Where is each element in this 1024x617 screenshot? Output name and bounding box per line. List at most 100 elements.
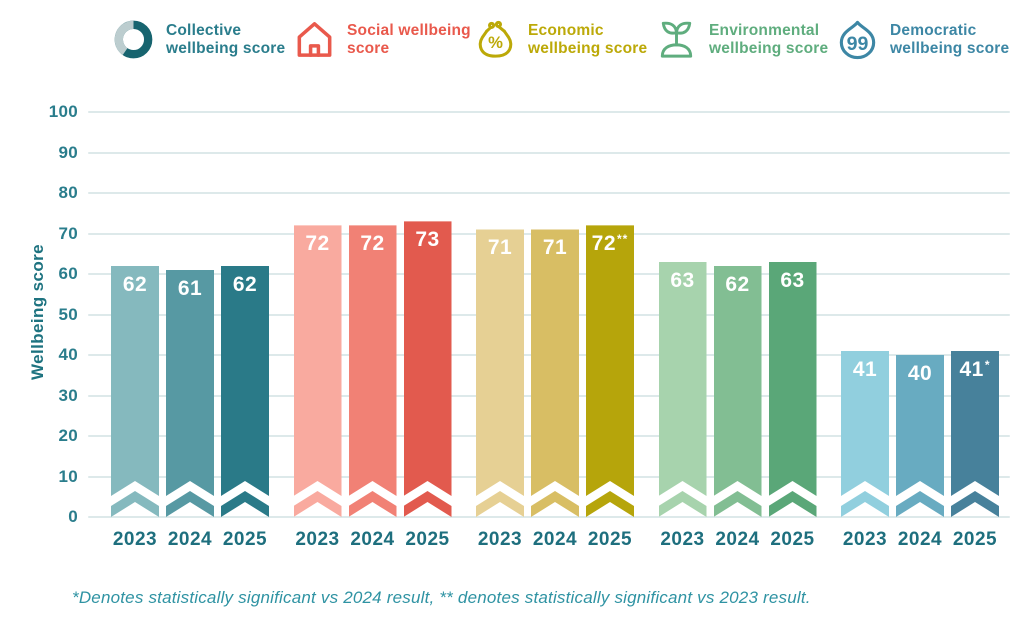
y-tick-label-0: 0 <box>68 507 78 526</box>
legend-item-economic: % Economic wellbeing score <box>472 16 653 63</box>
y-tick-label-40: 40 <box>58 345 78 364</box>
x-tick-label-social-2024: 2024 <box>350 529 395 550</box>
bar-collective-2023: 62 2023 <box>111 266 159 550</box>
bar-environmental-2024: 62 2024 <box>713 266 762 550</box>
bar-value-label: 63 <box>670 268 695 292</box>
bar-chevron-band <box>111 491 159 517</box>
bar-chevron-band <box>403 491 452 517</box>
bar-economic-2025: 72** 2025 <box>586 225 634 550</box>
svg-text:99: 99 <box>847 33 869 55</box>
bar-body <box>404 221 452 496</box>
bar-group-economic: 71 2023 71 2024 72** 2025 <box>476 225 634 550</box>
bar-chevron-band <box>768 491 817 517</box>
bar-body <box>221 266 269 496</box>
bar-value-label: 61 <box>177 276 203 300</box>
x-tick-label-economic-2024: 2024 <box>532 529 578 550</box>
bar-chevron-band <box>951 491 999 517</box>
y-tick-label-20: 20 <box>58 426 78 445</box>
x-tick-label-environmental-2023: 2023 <box>660 529 705 550</box>
quote-bubble-icon: 99 <box>839 20 876 60</box>
bar-group-social: 72 2023 72 2024 73 2025 <box>293 221 452 550</box>
bar-collective-2025: 62 2025 <box>221 266 269 550</box>
bar-economic-2023: 71 2023 <box>476 229 524 550</box>
x-tick-label-democratic-2023: 2023 <box>842 529 888 550</box>
x-tick-label-social-2023: 2023 <box>295 529 340 550</box>
bar-value-label: 63 <box>780 268 805 292</box>
legend-item-social: Social wellbeing score <box>291 16 472 63</box>
bar-value-label: 71 <box>487 236 513 260</box>
bar-value-label: 73 <box>415 228 440 252</box>
bar-body <box>586 225 634 496</box>
bar-democratic-2025: 41* 2025 <box>951 351 999 550</box>
bar-body <box>841 351 889 496</box>
quote-bubble-icon: 99 <box>834 16 881 63</box>
bar-chevron-band <box>658 491 707 517</box>
x-tick-label-collective-2024: 2024 <box>167 529 213 550</box>
bar-chevron-band <box>896 491 944 517</box>
bar-democratic-2023: 41 2023 <box>841 351 889 550</box>
bar-economic-2024: 71 2024 <box>531 229 579 550</box>
legend-label-environmental: Environmental wellbeing score <box>709 22 829 57</box>
x-tick-label-economic-2023: 2023 <box>477 529 523 550</box>
sprout-icon <box>660 21 693 58</box>
gridline-90 <box>88 151 1010 154</box>
bar-body <box>659 262 707 496</box>
y-tick-label-90: 90 <box>58 142 78 162</box>
bar-chevron-band <box>713 491 762 517</box>
bar-social-2023: 72 2023 <box>293 225 342 550</box>
bar-body <box>349 225 397 496</box>
donut-icon <box>110 16 157 63</box>
x-tick-label-democratic-2024: 2024 <box>897 529 943 550</box>
y-tick-label-10: 10 <box>58 466 78 486</box>
house-icon <box>291 16 338 63</box>
bar-body <box>531 229 579 496</box>
bar-chevron-band <box>166 491 214 517</box>
bar-social-2025: 73 2025 <box>403 221 452 550</box>
bar-chevron-band <box>531 491 579 517</box>
house-icon <box>297 22 332 57</box>
bar-environmental-2025: 63 2025 <box>768 262 817 550</box>
bar-chevron-band <box>586 491 634 517</box>
bar-body <box>769 262 817 496</box>
bar-value-label: 62 <box>725 272 750 296</box>
bar-value-label: 72 <box>360 232 385 256</box>
gridline-80 <box>88 192 1010 194</box>
svg-text:%: % <box>488 33 503 52</box>
bar-democratic-2024: 40 2024 <box>896 355 944 550</box>
y-tick-label-100: 100 <box>48 102 78 121</box>
gridline-100 <box>88 111 1010 113</box>
legend-item-democratic: 99 Democratic wellbeing score <box>834 16 1015 63</box>
bar-value-label: 40 <box>907 362 933 385</box>
chart-legend: Collective wellbeing score Social wellbe… <box>110 16 1015 63</box>
x-tick-label-economic-2025: 2025 <box>587 529 633 550</box>
legend-item-collective: Collective wellbeing score <box>110 16 291 63</box>
bar-value-label: 72** <box>591 232 629 256</box>
significance-asterisk: ** <box>617 232 629 247</box>
bar-body <box>951 351 999 496</box>
sprout-icon <box>653 16 700 63</box>
legend-label-collective: Collective wellbeing score <box>166 22 286 57</box>
bar-body <box>294 225 342 496</box>
y-tick-label-70: 70 <box>58 223 78 243</box>
bar-group-democratic: 41 2023 40 2024 41* 2025 <box>841 351 999 550</box>
bar-environmental-2023: 63 2023 <box>658 262 707 550</box>
bar-chevron-band <box>476 491 524 517</box>
bar-body <box>111 266 159 496</box>
purse-percent-icon: % <box>478 20 513 58</box>
significance-asterisk: * <box>984 357 991 372</box>
legend-label-economic: Economic wellbeing score <box>528 22 648 57</box>
bar-collective-2024: 61 2024 <box>166 270 214 550</box>
bar-body <box>476 229 524 496</box>
bar-social-2024: 72 2024 <box>348 225 397 550</box>
bar-value-label: 72 <box>305 232 330 256</box>
bar-value-label: 62 <box>122 272 148 296</box>
legend-label-democratic: Democratic wellbeing score <box>890 22 1010 57</box>
bar-value-label: 71 <box>542 236 568 260</box>
plot-area: 0 10 20 30 40 50 60 70 80 90 100 62 2023 61 2024 62 2025… <box>49 102 1010 550</box>
footnote: *Denotes statistically significant vs 20… <box>72 588 811 607</box>
bar-value-label: 41* <box>959 357 991 381</box>
y-tick-label-30: 30 <box>58 385 78 405</box>
x-tick-label-collective-2023: 2023 <box>112 529 158 550</box>
gridline-0 <box>88 516 1010 518</box>
